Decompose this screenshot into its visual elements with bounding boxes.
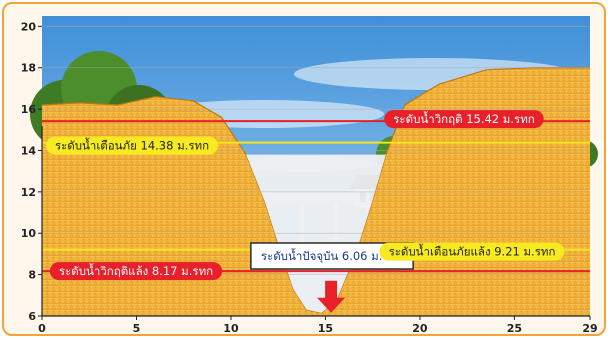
x-tick-label-29: 29 [582, 322, 597, 335]
y-tick-label-10: 10 [21, 227, 37, 240]
level-label-warning_low: ระดับน้ำเตือนภัยแล้ง 9.21 ม.รทก [389, 244, 556, 259]
y-tick-label-12: 12 [21, 186, 36, 199]
x-tick-label-0: 0 [38, 322, 46, 335]
level-badge-warning_high: ระดับน้ำเตือนภัย 14.38 ม.รทก [45, 136, 219, 155]
water-level-panel: ระดับน้ำวิกฤติ 15.42 ม.รทกระดับน้ำเตือนภ… [2, 2, 606, 336]
y-tick-label-8: 8 [28, 269, 36, 282]
level-badge-bg-critical_high [384, 110, 544, 129]
current-level-arrow-shaft [325, 280, 338, 299]
x-tick-label-25: 25 [507, 322, 522, 335]
x-tick-label-20: 20 [412, 322, 428, 335]
level-badge-bg-critical_low [49, 262, 223, 281]
level-label-current: ระดับน้ำปัจจุบัน 6.06 ม.รทก [261, 248, 403, 263]
y-tick-label-18: 18 [21, 62, 36, 75]
river-channel-water [246, 154, 386, 313]
level-badge-critical_low: ระดับน้ำวิกฤติแล้ง 8.17 ม.รทก [49, 262, 223, 281]
y-tick-label-6: 6 [28, 310, 36, 323]
y-tick-label-16: 16 [21, 103, 37, 116]
level-badge-critical_high: ระดับน้ำวิกฤติ 15.42 ม.รทก [384, 110, 544, 129]
y-tick-label-20: 20 [21, 20, 37, 33]
x-tick-label-15: 15 [318, 322, 333, 335]
level-label-critical_low: ระดับน้ำวิกฤติแล้ง 8.17 ม.รทก [59, 263, 213, 278]
level-label-warning_high: ระดับน้ำเตือนภัย 14.38 ม.รทก [55, 138, 209, 153]
x-tick-label-10: 10 [223, 322, 239, 335]
current-level-arrow-head [317, 297, 346, 313]
x-tick-label-5: 5 [133, 322, 141, 335]
river-cross-section-chart: ระดับน้ำวิกฤติ 15.42 ม.รทกระดับน้ำเตือนภ… [21, 16, 604, 335]
level-badge-bg-warning_high [45, 136, 219, 155]
y-tick-label-14: 14 [21, 144, 37, 157]
level-badge-warning_low: ระดับน้ำเตือนภัยแล้ง 9.21 ม.รทก [379, 242, 565, 261]
level-badge-bg-warning_low [379, 242, 565, 261]
level-label-critical_high: ระดับน้ำวิกฤติ 15.42 ม.รทก [393, 111, 535, 126]
